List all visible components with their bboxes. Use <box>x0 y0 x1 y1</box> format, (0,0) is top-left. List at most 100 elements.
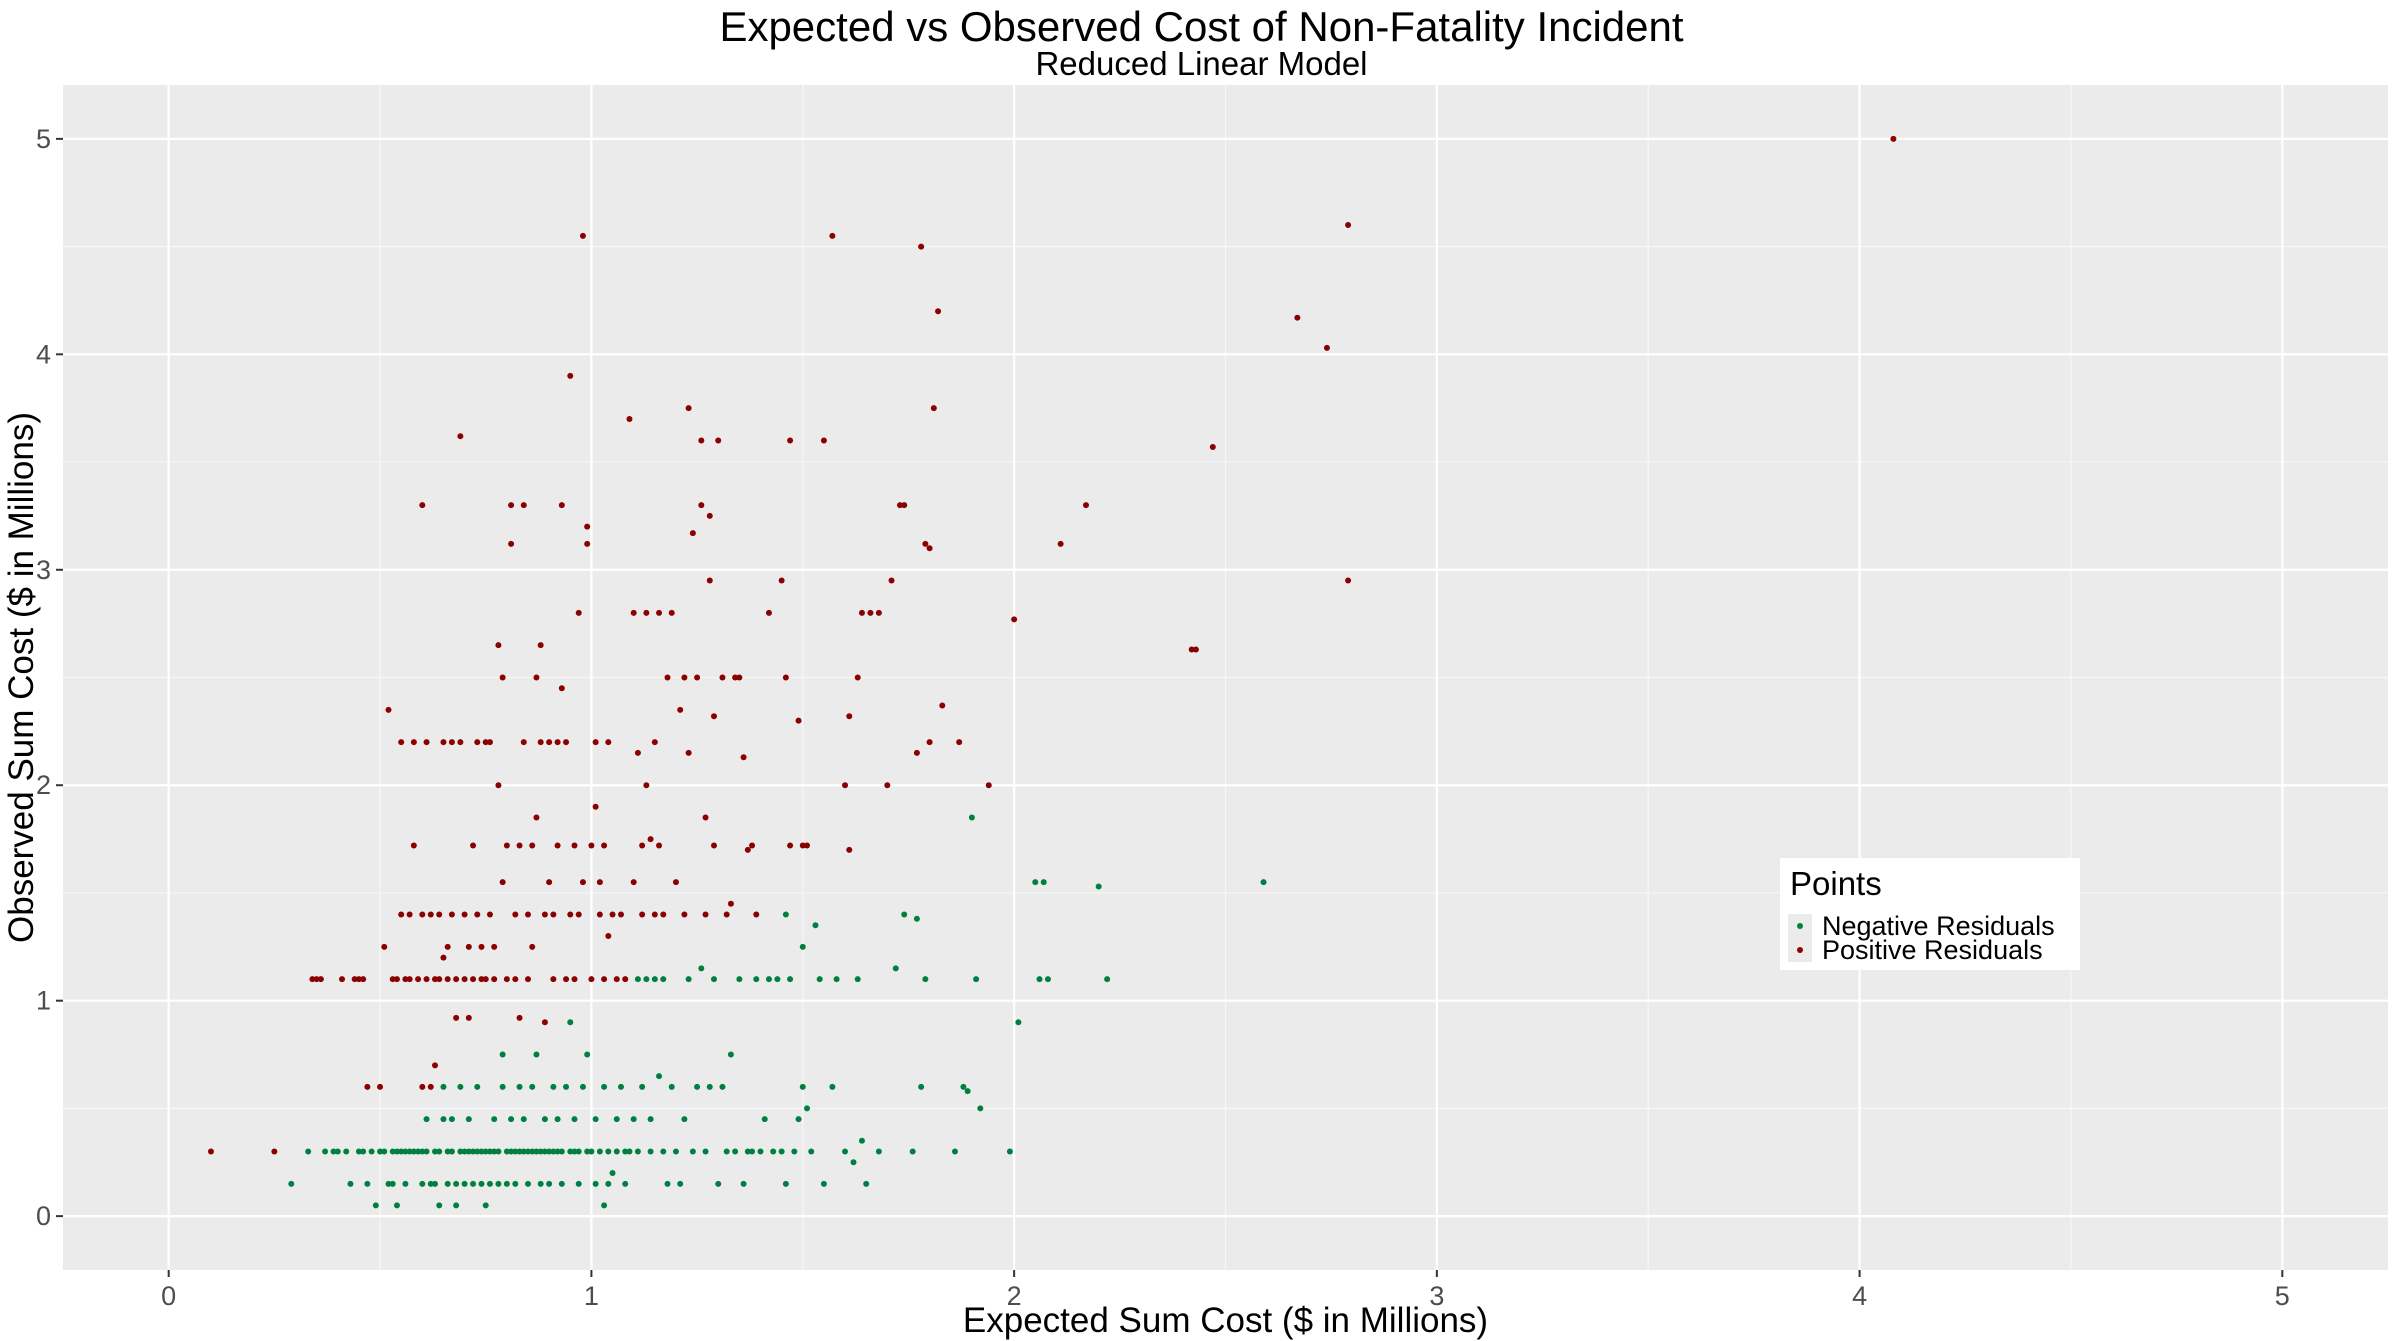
point-negative-residuals <box>550 1148 557 1155</box>
point-negative-residuals <box>1006 1148 1013 1155</box>
point-negative-residuals <box>613 1148 620 1155</box>
point-negative-residuals <box>951 1148 958 1155</box>
point-positive-residuals <box>478 943 485 950</box>
point-positive-residuals <box>385 706 392 713</box>
point-negative-residuals <box>322 1148 329 1155</box>
point-negative-residuals <box>364 1180 371 1187</box>
point-positive-residuals <box>1011 616 1018 623</box>
point-negative-residuals <box>389 1148 396 1155</box>
point-positive-residuals <box>410 739 417 746</box>
point-positive-residuals <box>677 706 684 713</box>
point-positive-residuals <box>503 976 510 983</box>
point-negative-residuals <box>440 1116 447 1123</box>
point-negative-residuals <box>347 1180 354 1187</box>
point-positive-residuals <box>706 512 713 519</box>
point-positive-residuals <box>639 911 646 918</box>
point-positive-residuals <box>427 911 434 918</box>
point-positive-residuals <box>711 842 717 849</box>
point-negative-residuals <box>1095 883 1102 890</box>
point-positive-residuals <box>554 739 561 746</box>
point-positive-residuals <box>626 415 633 422</box>
point-positive-residuals <box>457 433 464 440</box>
legend-item-positive: Positive Residuals <box>1780 935 2080 965</box>
point-positive-residuals <box>550 911 557 918</box>
point-negative-residuals <box>1032 879 1039 886</box>
point-positive-residuals <box>854 674 861 681</box>
point-negative-residuals <box>512 1180 519 1187</box>
point-positive-residuals <box>406 976 413 983</box>
point-positive-residuals <box>351 976 358 983</box>
point-negative-residuals <box>668 1083 675 1090</box>
point-positive-residuals <box>613 976 620 983</box>
point-negative-residuals <box>964 1088 971 1095</box>
point-negative-residuals <box>584 1051 591 1058</box>
y-tick-label: 1 <box>36 986 51 1016</box>
point-negative-residuals <box>436 1148 443 1155</box>
point-positive-residuals <box>656 842 663 849</box>
point-positive-residuals <box>453 976 460 983</box>
point-negative-residuals <box>740 1180 747 1187</box>
point-negative-residuals <box>922 976 929 983</box>
point-negative-residuals <box>432 1180 438 1187</box>
point-negative-residuals <box>508 1148 515 1155</box>
point-positive-residuals <box>749 842 756 849</box>
point-positive-residuals <box>440 954 447 961</box>
point-negative-residuals <box>499 1051 506 1058</box>
point-negative-residuals <box>453 1202 460 1209</box>
point-positive-residuals <box>563 739 570 746</box>
point-positive-residuals <box>913 749 920 756</box>
point-negative-residuals <box>643 976 650 983</box>
point-positive-residuals <box>313 976 320 983</box>
point-positive-residuals <box>639 842 646 849</box>
point-negative-residuals <box>804 1105 810 1112</box>
point-negative-residuals <box>596 1148 603 1155</box>
point-negative-residuals <box>618 1083 624 1090</box>
point-positive-residuals <box>402 976 409 983</box>
point-positive-residuals <box>651 911 658 918</box>
point-negative-residuals <box>410 1148 417 1155</box>
point-negative-residuals <box>474 1148 481 1155</box>
point-positive-residuals <box>888 577 895 584</box>
point-negative-residuals <box>651 976 658 983</box>
point-positive-residuals <box>516 1014 523 1021</box>
point-negative-residuals <box>791 1148 798 1155</box>
point-positive-residuals <box>584 540 591 547</box>
point-positive-residuals <box>436 976 443 983</box>
point-negative-residuals <box>858 1137 865 1144</box>
point-positive-residuals <box>884 782 891 789</box>
point-negative-residuals <box>706 1083 713 1090</box>
point-negative-residuals <box>647 1116 654 1123</box>
point-positive-residuals <box>723 911 730 918</box>
point-negative-residuals <box>457 1083 464 1090</box>
point-positive-residuals <box>427 1083 434 1090</box>
point-positive-residuals <box>681 674 688 681</box>
point-positive-residuals <box>495 782 502 789</box>
point-negative-residuals <box>584 1148 591 1155</box>
point-positive-residuals <box>571 976 578 983</box>
point-positive-residuals <box>782 674 789 681</box>
point-positive-residuals <box>567 911 574 918</box>
point-negative-residuals <box>482 1202 489 1209</box>
point-positive-residuals <box>579 879 586 886</box>
point-positive-residuals <box>588 842 595 849</box>
point-negative-residuals <box>503 1148 510 1155</box>
point-negative-residuals <box>491 1116 498 1123</box>
point-positive-residuals <box>423 976 430 983</box>
point-negative-residuals <box>529 1083 536 1090</box>
point-positive-residuals <box>389 976 396 983</box>
point-negative-residuals <box>778 1148 785 1155</box>
point-negative-residuals <box>795 1116 802 1123</box>
point-positive-residuals <box>651 739 658 746</box>
point-positive-residuals <box>1294 314 1301 321</box>
point-negative-residuals <box>787 976 794 983</box>
point-negative-residuals <box>753 976 760 983</box>
point-positive-residuals <box>575 609 582 616</box>
point-negative-residuals <box>842 1148 849 1155</box>
point-positive-residuals <box>512 976 519 983</box>
point-positive-residuals <box>1057 540 1064 547</box>
point-negative-residuals <box>537 1180 544 1187</box>
point-negative-residuals <box>689 1148 696 1155</box>
point-negative-residuals <box>436 1202 443 1209</box>
chart-title: Expected vs Observed Cost of Non-Fatalit… <box>719 3 1684 50</box>
point-positive-residuals <box>432 1062 438 1069</box>
